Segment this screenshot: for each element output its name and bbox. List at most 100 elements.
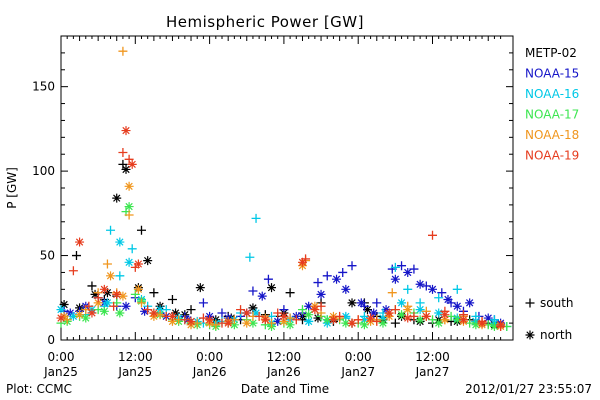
point-noaa-19-north	[75, 237, 85, 247]
point-noaa-15-north	[316, 289, 326, 299]
point-noaa-17-north	[81, 313, 91, 323]
point-noaa-17-south	[446, 311, 456, 321]
point-noaa-16-north	[415, 305, 425, 315]
point-metp-02-south	[136, 225, 146, 235]
point-noaa-17-north	[397, 310, 407, 320]
point-noaa-17-north	[248, 318, 258, 328]
point-noaa-16-north	[68, 311, 78, 321]
point-noaa-16-north	[397, 298, 407, 308]
point-noaa-18-south	[267, 318, 277, 328]
point-metp-02-north	[112, 193, 122, 203]
point-noaa-19-north	[167, 311, 177, 321]
point-metp-02-north	[195, 283, 205, 293]
point-noaa-19-north	[87, 308, 97, 318]
point-noaa-19-north	[223, 318, 233, 328]
point-metp-02-north	[248, 303, 258, 313]
point-noaa-19-north	[477, 318, 487, 328]
point-noaa-19-north	[186, 316, 196, 326]
point-noaa-15-north	[121, 301, 131, 311]
point-noaa-17-north	[434, 318, 444, 328]
point-noaa-16-north	[378, 313, 388, 323]
point-noaa-19-south	[236, 305, 246, 315]
point-noaa-18-south	[136, 298, 146, 308]
point-noaa-19-north	[384, 308, 394, 318]
point-noaa-18-north	[133, 284, 143, 294]
point-noaa-17-north	[229, 320, 239, 330]
point-noaa-17-north	[341, 318, 351, 328]
point-noaa-16-south	[390, 262, 400, 272]
point-noaa-19-north	[112, 289, 122, 299]
point-noaa-15-south	[217, 308, 227, 318]
legend-item-metp-02: METP-02	[525, 46, 577, 60]
point-noaa-18-north	[440, 315, 450, 325]
point-noaa-19-north	[260, 315, 270, 325]
x-tick-date-label: Jan25	[43, 365, 78, 379]
point-noaa-19-south	[291, 315, 301, 325]
x-axis-label: Date and Time	[241, 382, 329, 396]
point-noaa-19-south	[118, 148, 128, 158]
point-noaa-19-north	[403, 313, 413, 323]
data-points	[56, 46, 512, 331]
point-noaa-19-south	[180, 315, 190, 325]
point-metp-02-north	[121, 164, 131, 174]
y-tick-label: 50	[40, 249, 55, 263]
point-noaa-18-south	[102, 259, 112, 269]
point-noaa-15-south	[263, 274, 273, 284]
point-noaa-18-north	[279, 316, 289, 326]
point-noaa-18-south	[118, 46, 128, 56]
point-noaa-19-north	[121, 126, 131, 136]
point-metp-02-south	[186, 305, 196, 315]
point-noaa-16-north	[359, 315, 369, 325]
point-noaa-16-north	[434, 308, 444, 318]
marker-key-north-symbol	[525, 330, 535, 340]
point-noaa-18-north	[124, 181, 134, 191]
point-noaa-15-south	[322, 271, 332, 281]
point-noaa-15-south	[347, 261, 357, 271]
legend-item-noaa-15: NOAA-15	[525, 67, 579, 81]
point-noaa-19-south	[390, 305, 400, 315]
point-noaa-17-north	[452, 315, 462, 325]
point-noaa-18-north	[93, 298, 103, 308]
point-noaa-19-north	[440, 310, 450, 320]
point-noaa-15-north	[390, 274, 400, 284]
point-noaa-16-north	[341, 311, 351, 321]
point-noaa-15-north	[273, 316, 283, 326]
point-noaa-16-north	[155, 305, 165, 315]
point-noaa-19-south	[124, 154, 134, 164]
point-noaa-19-north	[458, 315, 468, 325]
point-noaa-17-north	[115, 308, 125, 318]
point-noaa-17-south	[297, 305, 307, 315]
x-tick-time-label: 12:00	[415, 350, 450, 364]
point-noaa-17-north	[415, 315, 425, 325]
x-tick-time-label: 12:00	[267, 350, 302, 364]
point-noaa-19-north	[127, 159, 137, 169]
x-tick-date-label: Jan26	[266, 365, 301, 379]
point-noaa-19-south	[84, 301, 94, 311]
point-noaa-18-north	[118, 291, 128, 301]
point-noaa-16-south	[452, 284, 462, 294]
point-noaa-19-south	[68, 266, 78, 276]
legend-item-noaa-18: NOAA-18	[525, 128, 579, 142]
point-noaa-18-south	[229, 315, 239, 325]
point-noaa-15-south	[421, 281, 431, 291]
point-noaa-16-south	[115, 271, 125, 281]
plot-timestamp: 2012/01/27 23:55:07	[465, 382, 592, 396]
point-noaa-16-south	[403, 284, 413, 294]
point-noaa-19-south	[316, 301, 326, 311]
point-metp-02-north	[313, 313, 323, 323]
point-noaa-16-north	[124, 257, 134, 267]
point-noaa-16-south	[127, 244, 137, 254]
point-noaa-16-south	[106, 225, 116, 235]
point-noaa-19-north	[366, 313, 376, 323]
point-noaa-15-north	[403, 267, 413, 277]
point-noaa-18-north	[75, 310, 85, 320]
point-noaa-17-south	[428, 315, 438, 325]
point-metp-02-north	[362, 305, 372, 315]
point-noaa-15-south	[437, 288, 447, 298]
point-noaa-19-north	[421, 311, 431, 321]
point-noaa-15-south	[248, 286, 258, 296]
point-noaa-15-south	[313, 278, 323, 288]
point-noaa-19-south	[409, 311, 419, 321]
